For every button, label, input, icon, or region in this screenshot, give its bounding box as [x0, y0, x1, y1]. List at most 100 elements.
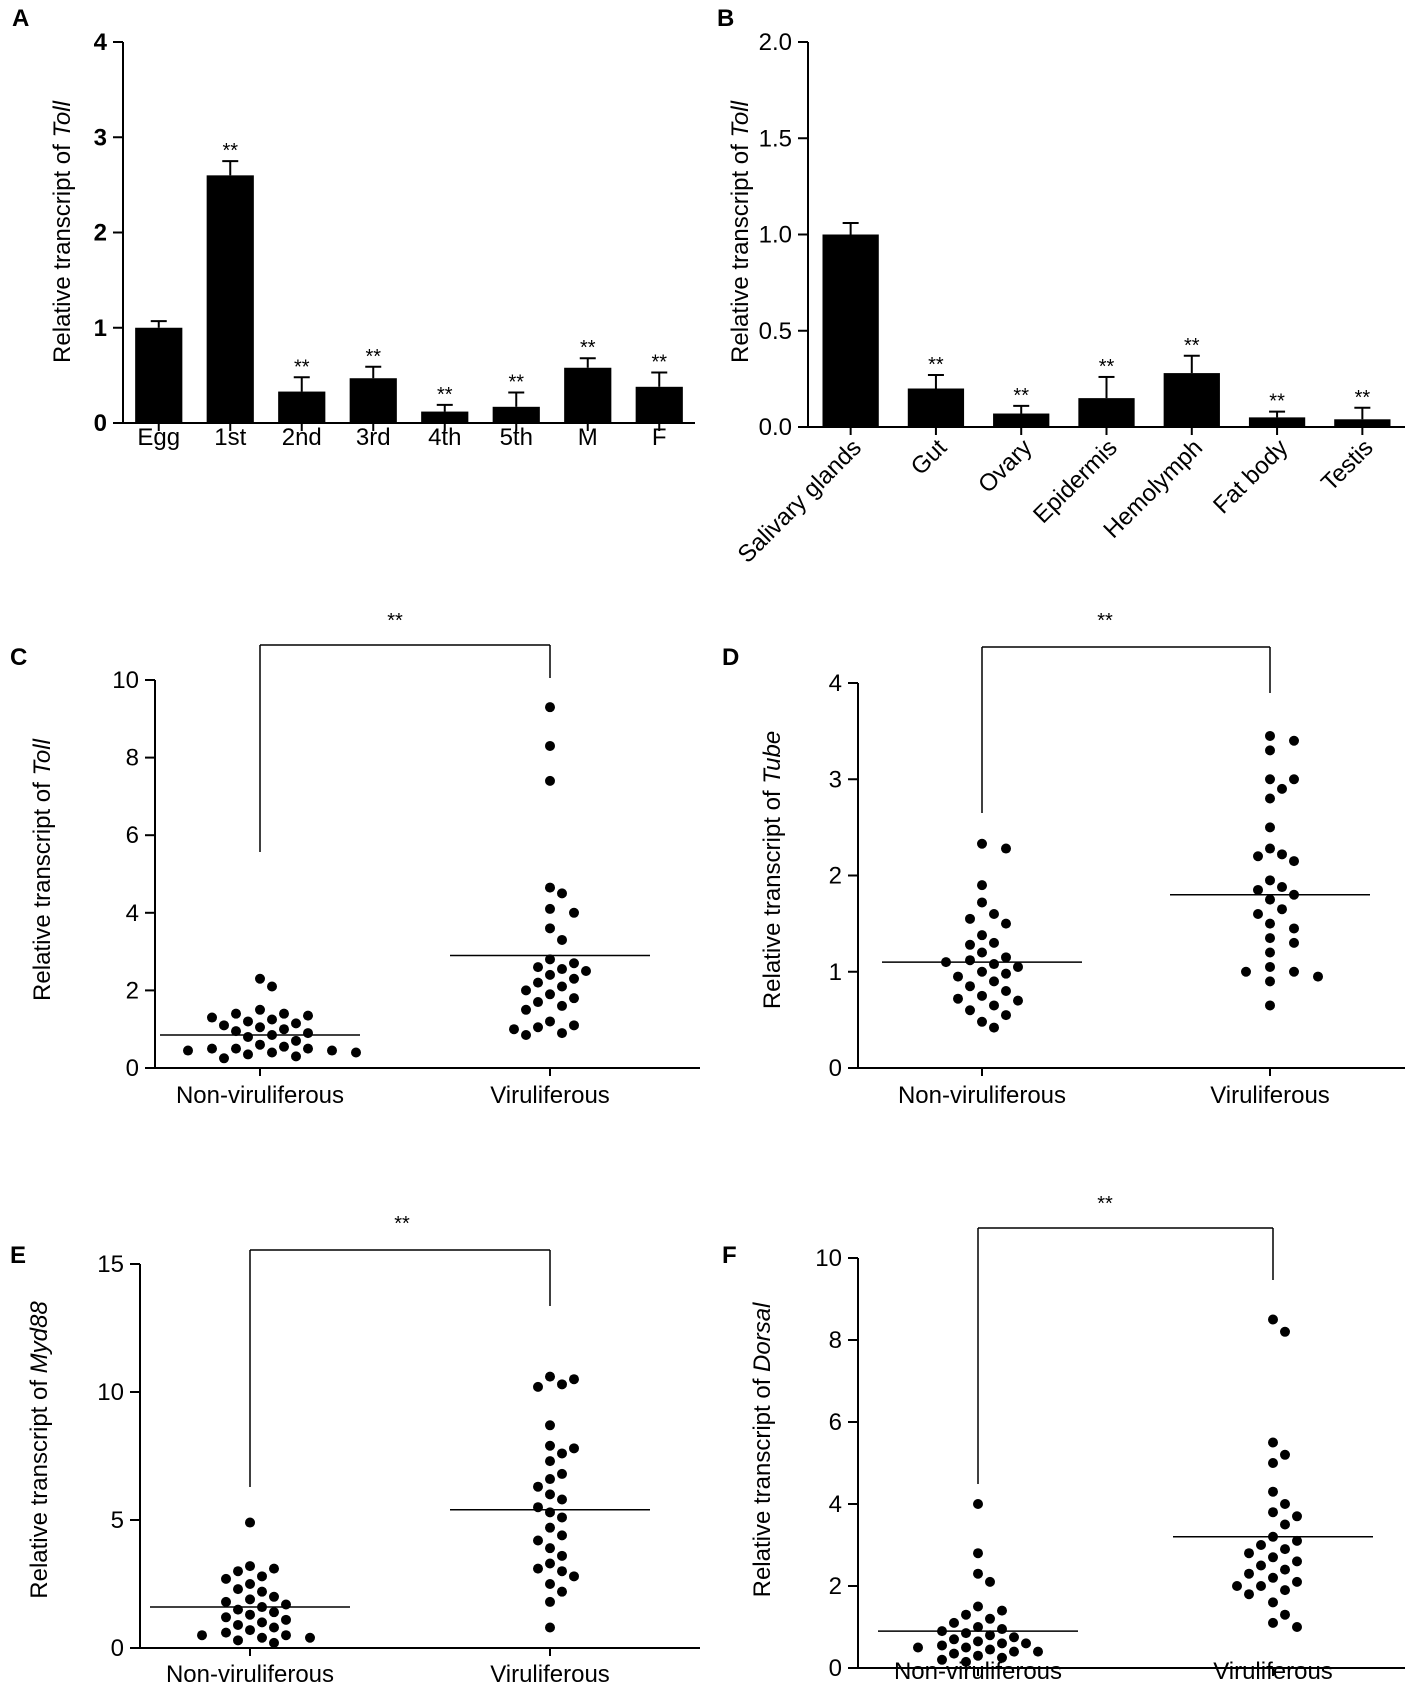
E-data-point	[533, 1535, 543, 1546]
C-data-point	[557, 888, 567, 899]
E-data-point	[245, 1517, 255, 1528]
F-data-point	[1033, 1646, 1043, 1657]
E-data-point	[269, 1622, 279, 1633]
C-data-point	[267, 981, 277, 992]
C-data-point	[569, 993, 579, 1004]
F-y-tick-label: 2	[829, 1573, 842, 1600]
panel-f: F 0 2 4 6 8 10 Relative transcript of Dorsal ** N…	[722, 1193, 1405, 1685]
C-x-tick-label: Viruliferous	[490, 1082, 610, 1109]
A-bar-1st	[206, 175, 254, 423]
E-data-point	[557, 1494, 567, 1505]
C-y-tick-label: 4	[126, 900, 139, 927]
B-significance-mark: **	[1013, 385, 1029, 407]
E-data-point	[533, 1563, 543, 1574]
F-data-point	[1244, 1568, 1254, 1579]
D-y-tick-label: 2	[829, 863, 842, 890]
D-data-point	[977, 880, 987, 891]
D-data-point	[1265, 961, 1275, 972]
B-y-tick-label: 1.5	[759, 125, 792, 152]
panel-f-letter: F	[722, 1242, 737, 1269]
A-x-tick-label: 1st	[214, 424, 246, 451]
E-data-point	[233, 1584, 243, 1595]
F-data-point	[937, 1626, 947, 1637]
C-y-tick-label: 2	[126, 977, 139, 1004]
B-y-tick-label: 2.0	[759, 29, 792, 56]
D-y-tick-label: 0	[829, 1055, 842, 1082]
C-data-point	[521, 1004, 531, 1015]
B-significance-mark: **	[1355, 387, 1371, 409]
D-data-point	[1001, 968, 1011, 979]
F-data-point	[1292, 1622, 1302, 1632]
F-y-tick-label: 4	[829, 1491, 842, 1518]
D-y-axis-title: Relative transcript of Tube	[759, 731, 786, 1009]
C-y-axis-title: Relative transcript of Toll	[29, 738, 56, 1001]
F-data-point	[985, 1576, 995, 1587]
C-data-point	[303, 1043, 313, 1054]
E-data-point	[221, 1627, 231, 1638]
B-x-tick-label: Gut	[906, 434, 953, 481]
E-x-tick-label: Viruliferous	[490, 1661, 610, 1686]
C-y-tick-label: 6	[126, 822, 139, 849]
E-data-point	[221, 1573, 231, 1584]
D-data-point	[977, 897, 987, 908]
A-bar-m	[564, 367, 612, 423]
F-data-point	[997, 1638, 1007, 1649]
F-data-point	[1280, 1499, 1290, 1509]
C-data-point	[291, 1018, 301, 1029]
F-data-point	[985, 1644, 995, 1655]
F-data-point	[1280, 1585, 1290, 1596]
A-x-tick-label: M	[578, 424, 598, 451]
C-data-point	[255, 1022, 265, 1033]
C-data-point	[267, 1047, 277, 1058]
C-data-point	[545, 775, 555, 786]
panel-c-letter: C	[10, 644, 27, 671]
A-x-tick-label: F	[652, 424, 667, 451]
C-data-point	[279, 1024, 289, 1035]
A-y-tick-label: 4	[94, 29, 108, 56]
E-data-point	[257, 1586, 267, 1597]
F-data-point	[973, 1568, 983, 1579]
A-significance-mark: **	[508, 372, 524, 394]
A-x-tick-label: Egg	[137, 424, 180, 451]
D-data-point	[977, 947, 987, 958]
D-data-point	[989, 1022, 999, 1033]
E-data-point	[557, 1586, 567, 1597]
D-data-point	[1289, 966, 1299, 977]
D-data-point	[989, 937, 999, 948]
C-data-point	[545, 702, 555, 713]
B-significance-mark: **	[928, 354, 944, 376]
F-data-point	[913, 1642, 923, 1653]
E-data-point	[557, 1512, 567, 1523]
panel-c: C 0 2 4 6 8 10 Relative transcript of Toll ** Non…	[10, 610, 700, 1109]
E-y-tick-label: 10	[97, 1379, 124, 1406]
E-data-point	[269, 1563, 279, 1574]
C-data-point	[231, 1043, 241, 1054]
C-data-point	[243, 1049, 253, 1060]
A-bar-4th	[421, 411, 469, 423]
D-data-point	[1001, 918, 1011, 929]
E-data-point	[233, 1619, 243, 1630]
A-significance-mark: **	[365, 346, 381, 368]
A-y-tick-label: 3	[94, 124, 107, 151]
D-data-point	[977, 930, 987, 941]
E-data-point	[245, 1594, 255, 1605]
C-data-point	[557, 1000, 567, 1011]
C-data-point	[569, 907, 579, 918]
A-significance-mark: **	[651, 352, 667, 374]
C-data-point	[569, 1020, 579, 1031]
F-data-point	[1280, 1544, 1290, 1555]
C-data-point	[255, 1004, 265, 1015]
F-data-point	[961, 1609, 971, 1620]
F-data-point	[1280, 1564, 1290, 1575]
A-bar-2nd	[278, 391, 326, 423]
D-data-point	[977, 990, 987, 1001]
E-data-point	[257, 1617, 267, 1628]
B-bar-salivary-glands	[822, 234, 879, 427]
B-bar-epidermis	[1078, 398, 1135, 427]
C-data-point	[533, 977, 543, 988]
E-data-point	[545, 1522, 555, 1533]
C-data-point	[545, 740, 555, 751]
C-y-tick-label: 10	[112, 667, 139, 694]
F-data-point	[949, 1634, 959, 1645]
E-data-point	[545, 1474, 555, 1485]
